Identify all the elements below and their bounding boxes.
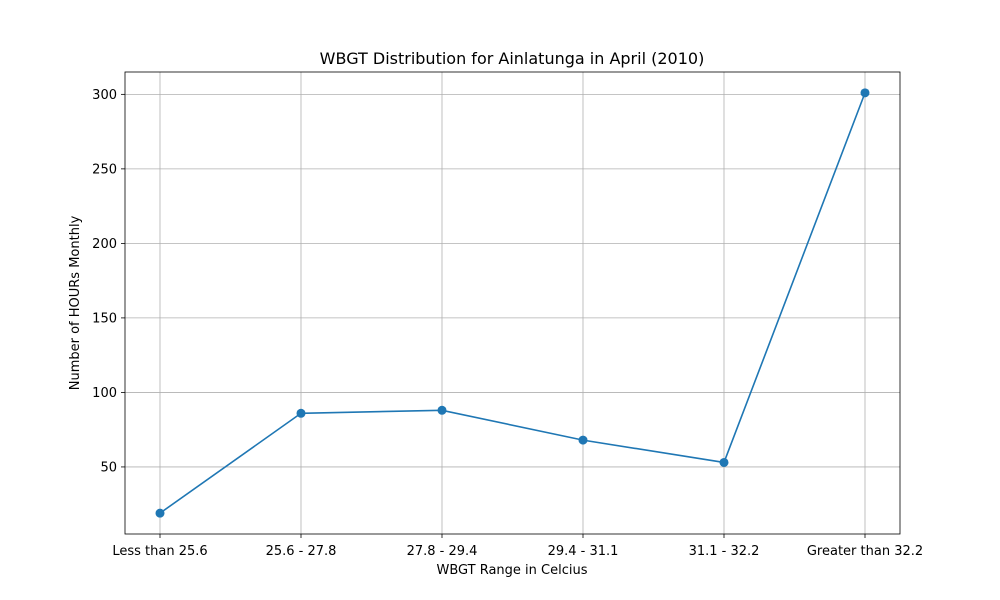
y-tick-label: 50 xyxy=(100,460,117,475)
x-tick-label: 29.4 - 31.1 xyxy=(548,544,619,559)
data-point xyxy=(719,457,729,467)
data-point xyxy=(437,405,447,415)
x-axis-ticks: Less than 25.6 25.6 - 27.8 27.8 - 29.4 29.4… xyxy=(112,534,923,559)
x-gridlines xyxy=(159,72,866,534)
x-tick-label: Less than 25.6 xyxy=(112,544,207,559)
data-point xyxy=(155,508,165,518)
y-tick-label: 300 xyxy=(92,88,117,103)
data-point xyxy=(578,435,588,445)
y-tick-label: 150 xyxy=(92,311,117,326)
y-gridlines xyxy=(125,93,900,468)
y-axis-ticks: 50 100 150 200 250 300 xyxy=(92,88,125,475)
x-tick-label: 31.1 - 32.2 xyxy=(689,544,760,559)
series-layer xyxy=(155,88,870,518)
data-point xyxy=(860,88,870,98)
series-line xyxy=(159,92,866,514)
y-tick-label: 250 xyxy=(92,162,117,177)
y-tick-label: 100 xyxy=(92,386,117,401)
chart-title: WBGT Distribution for Ainlatunga in Apri… xyxy=(320,49,705,68)
y-axis-label: Number of HOURs Monthly xyxy=(68,215,83,390)
data-point xyxy=(296,408,306,418)
x-axis-label: WBGT Range in Celcius xyxy=(436,563,587,578)
y-tick-label: 200 xyxy=(92,237,117,252)
x-tick-label: Greater than 32.2 xyxy=(807,544,923,559)
x-tick-label: 27.8 - 29.4 xyxy=(407,544,478,559)
x-tick-label: 25.6 - 27.8 xyxy=(266,544,337,559)
plot-frame xyxy=(124,71,901,535)
